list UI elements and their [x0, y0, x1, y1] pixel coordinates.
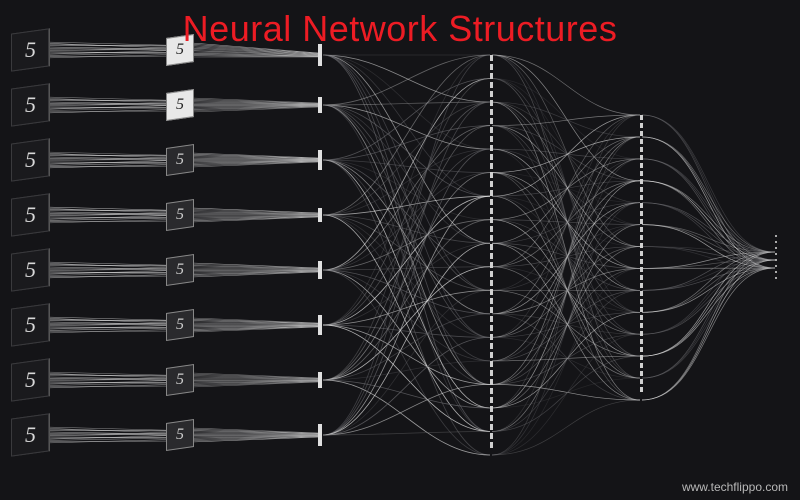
- edge: [323, 290, 490, 325]
- edge: [192, 154, 318, 158]
- edge: [323, 79, 490, 380]
- edge: [492, 55, 640, 181]
- edge: [642, 137, 775, 268]
- edge: [642, 252, 775, 400]
- edge: [192, 209, 318, 213]
- edge: [192, 162, 318, 166]
- edge: [492, 290, 640, 356]
- edge: [492, 126, 640, 247]
- edge: [642, 260, 775, 400]
- conv2-node: [318, 97, 322, 113]
- conv2-node: [318, 208, 322, 222]
- edge: [323, 196, 490, 435]
- input-node: [11, 303, 49, 346]
- edge: [642, 260, 775, 378]
- edge: [492, 268, 640, 313]
- input-node: [11, 413, 49, 456]
- input-node: [11, 28, 49, 71]
- edge: [192, 429, 318, 433]
- conv2-node: [318, 150, 322, 170]
- input-node: [11, 193, 49, 236]
- edge: [642, 268, 775, 378]
- edge: [492, 126, 640, 181]
- conv2-node: [318, 261, 322, 279]
- input-node: [11, 358, 49, 401]
- conv2-node: [318, 372, 322, 388]
- edge: [323, 431, 490, 435]
- edge: [642, 203, 775, 260]
- conv2-node: [318, 424, 322, 446]
- edge: [642, 268, 775, 356]
- edge: [642, 260, 775, 356]
- page-title: Neural Network Structures: [183, 8, 618, 50]
- edge: [192, 107, 318, 111]
- conv1-node: [166, 254, 194, 286]
- edge: [323, 380, 490, 455]
- edge: [492, 115, 640, 337]
- edge: [492, 400, 640, 455]
- conv1-node: [166, 419, 194, 451]
- edge: [642, 137, 775, 252]
- edge: [492, 225, 640, 291]
- network-edges-svg: [0, 0, 800, 500]
- edge: [492, 203, 640, 455]
- input-node: [11, 83, 49, 126]
- conv1-node: [166, 144, 194, 176]
- conv2-node: [318, 315, 322, 335]
- edge: [323, 55, 490, 243]
- input-node: [11, 138, 49, 181]
- edge: [642, 159, 775, 260]
- conv1-node: [166, 309, 194, 341]
- edge: [323, 55, 490, 337]
- edge: [192, 99, 318, 103]
- edge: [642, 137, 775, 260]
- edge: [323, 380, 490, 408]
- edge: [192, 327, 318, 331]
- edge: [642, 115, 775, 268]
- edge: [492, 384, 640, 400]
- conv1-node: [166, 364, 194, 396]
- edge: [323, 384, 490, 435]
- input-node: [11, 248, 49, 291]
- edge: [323, 149, 490, 325]
- edge: [192, 272, 318, 276]
- conv1-node: [166, 199, 194, 231]
- edge: [642, 268, 775, 400]
- edge: [192, 264, 318, 268]
- edge: [323, 55, 490, 384]
- conv1-node: [166, 89, 194, 121]
- edge: [192, 374, 318, 378]
- edge: [192, 437, 318, 441]
- edge: [192, 319, 318, 323]
- edge: [642, 268, 775, 334]
- dense2-column: [640, 115, 643, 400]
- edge: [192, 217, 318, 221]
- dense1-column: [490, 55, 493, 455]
- edge: [323, 325, 490, 384]
- edge: [492, 102, 640, 137]
- edge: [323, 126, 490, 160]
- edge: [642, 203, 775, 252]
- edge: [492, 79, 640, 225]
- edge: [323, 160, 490, 173]
- watermark-text: www.techflippo.com: [682, 480, 788, 494]
- output-column: [775, 235, 777, 283]
- edge: [192, 382, 318, 386]
- edge: [642, 268, 775, 312]
- edge: [323, 243, 490, 325]
